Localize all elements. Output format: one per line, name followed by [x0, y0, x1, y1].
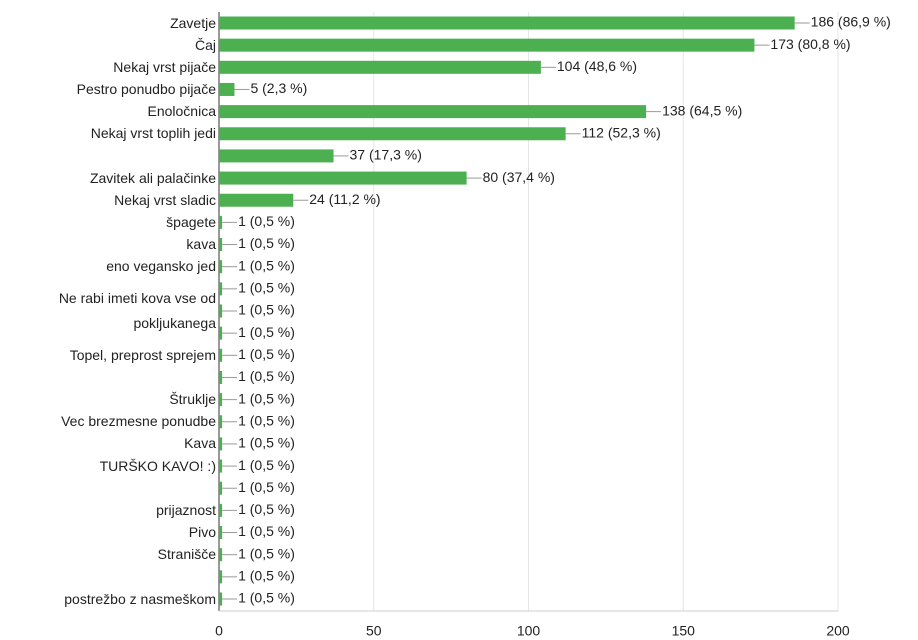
value-label: 1 (0,5 %): [238, 390, 295, 406]
value-label: 104 (48,6 %): [557, 58, 637, 74]
y-tick-label: Nekaj vrst toplih jedi: [90, 125, 216, 142]
bar: [219, 260, 223, 274]
y-tick-label: Topel, preprost sprejem: [69, 346, 216, 363]
value-label: 1 (0,5 %): [238, 545, 295, 561]
value-label: 1 (0,5 %): [238, 457, 295, 473]
y-tick-label: prijaznost: [156, 501, 216, 518]
y-tick-label: Vec brezmesne ponudbe: [61, 413, 216, 430]
bar: [219, 82, 235, 96]
value-label: 1 (0,5 %): [238, 435, 295, 451]
bar: [219, 459, 223, 473]
bar: [219, 348, 223, 362]
y-tick-label: Stranišče: [157, 546, 216, 563]
y-tick-label: špagete: [166, 213, 216, 230]
bar: [219, 326, 223, 340]
bar: [219, 127, 566, 141]
x-tick-label: 100: [517, 623, 541, 639]
bar: [219, 393, 223, 407]
y-tick-label: Kava: [184, 435, 216, 452]
x-tick-label: 150: [672, 623, 696, 639]
bar: [219, 193, 294, 207]
bar: [219, 370, 223, 384]
value-label: 138 (64,5 %): [662, 102, 742, 118]
x-tick-label: 50: [366, 623, 382, 639]
value-label: 1 (0,5 %): [238, 368, 295, 384]
bar: [219, 503, 223, 517]
y-tick-label: kava: [186, 236, 216, 253]
value-label: 112 (52,3 %): [582, 124, 661, 140]
value-label: 80 (37,4 %): [483, 169, 555, 185]
y-tick-label: Nekaj vrst sladic: [114, 191, 216, 208]
bar: [219, 38, 755, 52]
value-label: 1 (0,5 %): [238, 568, 295, 584]
bar: [219, 592, 223, 606]
y-tick-label: postrežbo z nasmeškom: [64, 590, 216, 607]
value-label: 5 (2,3 %): [250, 80, 307, 96]
bar: [219, 548, 223, 562]
x-tick-label: 0: [215, 623, 223, 639]
bar: [219, 437, 223, 451]
bar: [219, 415, 223, 429]
bar: [219, 171, 467, 185]
y-tick-label: TURŠKO KAVO! :): [99, 457, 216, 474]
y-tick-label: eno vegansko jed: [106, 258, 216, 275]
value-label: 1 (0,5 %): [238, 346, 295, 362]
y-tick-label: Štruklje: [169, 391, 216, 408]
value-label: 1 (0,5 %): [238, 280, 295, 296]
value-label: 1 (0,5 %): [238, 213, 295, 229]
value-label: 186 (86,9 %): [811, 14, 891, 30]
value-label: 173 (80,8 %): [770, 36, 850, 52]
value-label: 1 (0,5 %): [238, 235, 295, 251]
y-tick-label: Ne rabi imeti kova vse od pokljukanega: [58, 290, 216, 331]
bar: [219, 481, 223, 495]
y-tick-label: Nekaj vrst pijače: [113, 58, 216, 75]
bar: [219, 149, 334, 163]
bar: [219, 16, 795, 30]
value-label: 1 (0,5 %): [238, 302, 295, 318]
value-label: 1 (0,5 %): [238, 590, 295, 606]
bar: [219, 238, 223, 252]
bar: [219, 526, 223, 540]
value-label: 1 (0,5 %): [238, 523, 295, 539]
value-label: 24 (11,2 %): [309, 191, 380, 207]
bar: [219, 282, 223, 296]
value-label: 1 (0,5 %): [238, 257, 295, 273]
value-label: 1 (0,5 %): [238, 412, 295, 428]
value-label: 1 (0,5 %): [238, 479, 295, 495]
y-tick-label: Pivo: [188, 524, 216, 541]
bar: [219, 60, 541, 74]
value-label: 1 (0,5 %): [238, 501, 295, 517]
y-tick-label: Zavetje: [170, 14, 216, 31]
bar: [219, 570, 223, 584]
value-label: 37 (17,3 %): [350, 147, 422, 163]
y-tick-label: Zavitek ali palačinke: [89, 169, 216, 186]
y-tick-label: Enoločnica: [147, 103, 217, 120]
bar: [219, 304, 223, 318]
bar: [219, 105, 647, 119]
x-tick-label: 200: [826, 623, 850, 639]
value-label: 1 (0,5 %): [238, 324, 295, 340]
y-tick-label: Pestro ponudbo pijače: [76, 80, 216, 97]
y-tick-label: Čaj: [194, 36, 216, 53]
bar: [219, 215, 223, 229]
